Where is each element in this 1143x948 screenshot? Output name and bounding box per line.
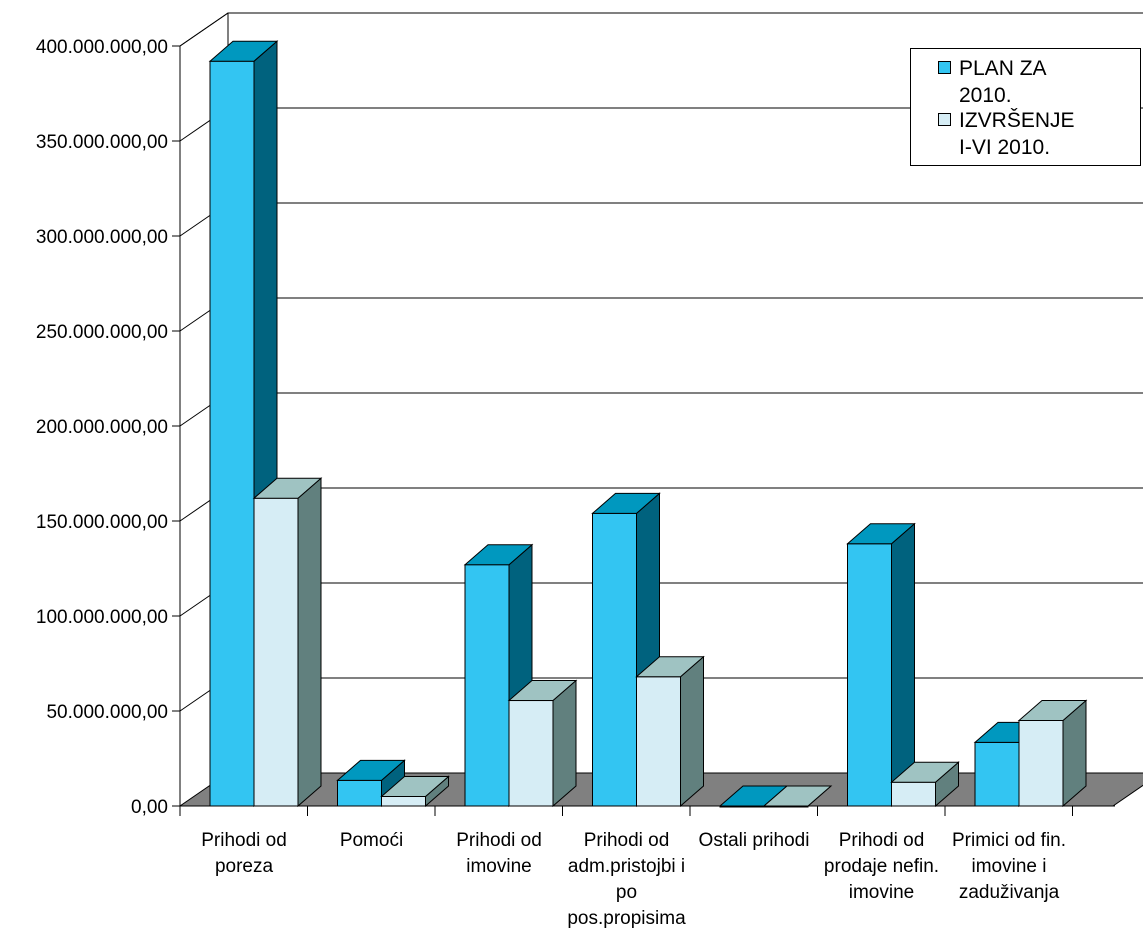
y-tick-label: 300.000.000,00 [36, 227, 168, 248]
y-tick-label: 100.000.000,00 [36, 607, 168, 628]
bar-izvrsenje [891, 781, 936, 807]
x-tick-label-line: adm.pristojbi i [568, 856, 685, 877]
bar-izvrsenje-side [680, 655, 704, 808]
legend-label-izvrsenje-line2: I-VI 2010. [959, 136, 1051, 159]
x-tick-label: Primici od fin. imovine i zaduživanja [952, 830, 1066, 903]
x-tick-label-line: Prihodi od [839, 830, 925, 851]
bar-izvrsenje [253, 497, 299, 807]
bar-izvrsenje [508, 700, 554, 807]
y-tick-label: 350.000.000,00 [36, 132, 168, 153]
bar-plan-top [208, 40, 279, 62]
bar-izvrsenje-top [252, 477, 323, 499]
bar-plan [592, 512, 637, 807]
bar-izvrsenje-top [380, 776, 450, 797]
y-tick-label: 0,00 [131, 797, 168, 818]
legend-swatch-izvrsenje [938, 113, 951, 126]
y-tick-label: 150.000.000,00 [36, 512, 168, 533]
x-tick-label-line: Ostali prihodi [699, 830, 810, 851]
x-tick-label-line: poreza [215, 856, 274, 877]
bar-plan-side [891, 522, 915, 808]
y-tick-label: 400.000.000,00 [36, 37, 168, 58]
y-axis-top-edge [179, 12, 229, 47]
x-tick-label: Prihodi od adm.pristojbi i po pos.propisima [567, 830, 686, 929]
bar-izvrsenje [381, 796, 426, 807]
bar-izvrsenje [1018, 720, 1064, 807]
x-tick-label: Pomoći [340, 830, 403, 851]
bar-plan-top [591, 492, 661, 514]
x-tick-label-line: Prihodi od [456, 830, 542, 851]
bar-izvrsenje-top [1017, 700, 1088, 721]
bar-izvrsenje-side [297, 477, 322, 808]
bar-izvrsenje-top [890, 761, 960, 783]
y-tick-label: 200.000.000,00 [36, 417, 168, 438]
x-tick-label-line: imovine [849, 882, 914, 903]
bar-izvrsenje-top [507, 680, 578, 702]
legend-label-izvrsenje-line1: IZVRŠENJE [959, 109, 1075, 132]
x-tick-label-line: pos.propisima [567, 908, 686, 929]
x-tick-label-line: Primici od fin. [952, 830, 1066, 851]
bar-izvrsenje [636, 676, 681, 807]
bar-plan [209, 60, 255, 807]
bar-plan [974, 741, 1020, 807]
legend: PLAN ZA 2010. IZVRŠENJE I-VI 2010. [910, 48, 1141, 166]
legend-swatch-plan [938, 61, 951, 74]
y-tick-label: 50.000.000,00 [46, 702, 168, 723]
bar-izvrsenje-side [552, 679, 577, 808]
bar-izvrsenje-top [635, 656, 705, 678]
x-tick-label-line: imovine [466, 856, 531, 877]
legend-label-plan-line2: 2010. [959, 84, 1012, 107]
bar-izvrsenje-top [762, 785, 833, 807]
x-tick-label: Prihodi od poreza [201, 830, 287, 877]
x-tick-label-line: Prihodi od [584, 830, 670, 851]
bar-plan-top [846, 523, 916, 545]
x-tick-label-line: imovine i [972, 856, 1047, 877]
x-tick-label: Prihodi od prodaje nefin. imovine [824, 830, 939, 903]
legend-label-plan-line1: PLAN ZA [959, 57, 1047, 80]
y-tick-labels: 0,00 50.000.000,00 100.000.000,00 150.000.0… [36, 37, 168, 818]
legend-item-izvrsenje: IZVRŠENJE I-VI 2010. [938, 107, 1139, 161]
bar-plan-top [336, 759, 406, 781]
bar-plan [464, 564, 510, 807]
y-tick-label: 250.000.000,00 [36, 322, 168, 343]
x-tick-label-line: Prihodi od [201, 830, 287, 851]
bar-plan-top [463, 544, 534, 566]
x-tick-label-line: prodaje nefin. [824, 856, 939, 877]
x-tick-label: Ostali prihodi [699, 830, 810, 851]
bar-plan [337, 779, 382, 807]
x-tick-label-line: Pomoći [340, 830, 403, 851]
legend-item-plan: PLAN ZA 2010. [938, 55, 1139, 109]
x-tick-label: Prihodi od imovine [456, 830, 542, 877]
bars [208, 40, 1088, 808]
x-tick-label-line: zaduživanja [959, 882, 1060, 903]
bar-plan [847, 543, 892, 807]
x-tick-label-line: po [616, 882, 637, 903]
